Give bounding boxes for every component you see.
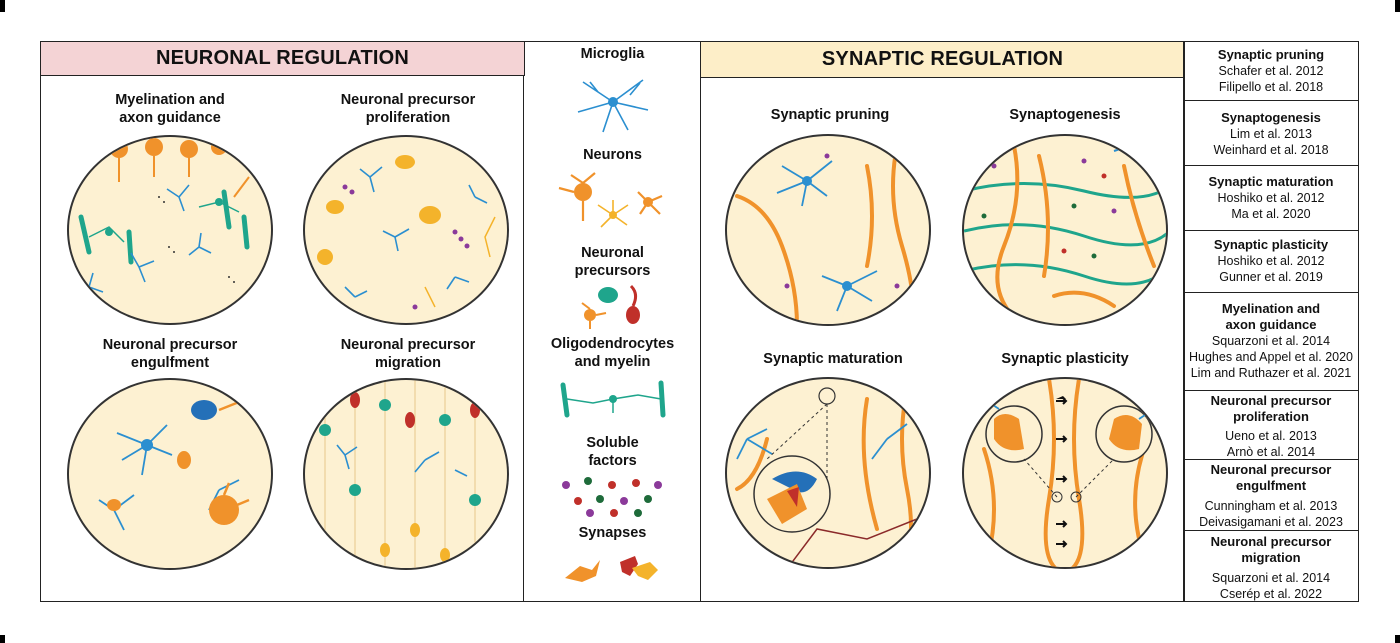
synaptic-maturation-illustration	[735, 387, 918, 567]
myelination-illustration	[78, 138, 250, 293]
migration-illustration	[319, 380, 481, 568]
soluble-factors-icon	[562, 477, 662, 517]
ref-citation: Lim et al. 2013	[1230, 127, 1312, 141]
ref-citation: Deivasigamani et al. 2023	[1199, 515, 1343, 529]
corner-mark-bottom-left	[0, 635, 5, 643]
ref-citation: Cunningham et al. 2013	[1204, 499, 1338, 513]
myelination-circle	[67, 135, 273, 325]
corner-mark-bottom-right	[1395, 635, 1400, 643]
ref-box-myelination: Myelination and axon guidance Squarzoni …	[1183, 292, 1359, 391]
legend-title-soluble-factors: Soluble factors	[586, 435, 639, 469]
panel-title-synaptic-maturation: Synaptic maturation	[763, 351, 903, 367]
ref-citation: Schafer et al. 2012	[1218, 64, 1324, 78]
ref-title: Neuronal precursor	[1210, 534, 1332, 549]
ref-title: Neuronal precursor	[1210, 462, 1332, 477]
legend-section	[523, 41, 702, 602]
synaptogenesis-circle	[962, 134, 1168, 326]
panel-title-proliferation: Neuronal precursor proliferation	[340, 92, 476, 126]
synaptic-maturation-circle	[725, 377, 931, 569]
proliferation-circle	[303, 135, 509, 325]
legend-title-neurons: Neurons	[583, 147, 642, 163]
legend-title-oligodendrocytes: Oligodendrocytes and myelin	[550, 336, 675, 370]
ref-citation: Ueno et al. 2013	[1225, 429, 1317, 443]
synaptogenesis-illustration	[964, 144, 1166, 324]
engulfment-illustration	[98, 400, 250, 531]
ref-citation: Hoshiko et al. 2012	[1217, 254, 1325, 268]
oligodendrocytes-icon	[560, 380, 666, 418]
proliferation-illustration	[317, 155, 496, 310]
corner-mark-top-left	[0, 0, 5, 12]
synaptic-pruning-illustration	[735, 144, 916, 324]
ref-box-synaptic-pruning: Synaptic pruning Schafer et al. 2012 Fil…	[1183, 41, 1359, 101]
ref-title: proliferation	[1233, 409, 1309, 424]
ref-citation: Arnò et al. 2014	[1226, 445, 1316, 459]
ref-title: Neuronal precursor	[1210, 393, 1332, 408]
ref-citation: Hoshiko et al. 2012	[1217, 191, 1325, 205]
microglia-icon	[577, 79, 649, 133]
engulfment-circle	[67, 378, 273, 570]
panel-title-engulfment: Neuronal precursor engulfment	[102, 337, 238, 371]
ref-box-migration: Neuronal precursor migration Squarzoni e…	[1183, 530, 1359, 602]
ref-title: migration	[1241, 550, 1301, 565]
synaptic-plasticity-circle	[962, 377, 1168, 569]
synapses-icon	[565, 556, 658, 582]
neuronal-regulation-header: NEURONAL REGULATION	[40, 41, 525, 76]
migration-circle	[303, 378, 509, 570]
legend-title-synapses: Synapses	[578, 525, 647, 541]
ref-title: Synaptic maturation	[1208, 174, 1334, 189]
neurons-icon	[558, 172, 663, 228]
panel-title-synaptogenesis: Synaptogenesis	[1009, 107, 1121, 123]
neuronal-precursors-icon	[581, 284, 640, 329]
ref-citation: Gunner et al. 2019	[1219, 270, 1323, 284]
synaptic-plasticity-illustration	[982, 379, 1155, 567]
ref-box-proliferation: Neuronal precursor proliferation Ueno et…	[1183, 390, 1359, 460]
panel-title-migration: Neuronal precursor migration	[340, 337, 476, 371]
ref-box-engulfment: Neuronal precursor engulfment Cunningham…	[1183, 459, 1359, 531]
ref-citation: Lim and Ruthazer et al. 2021	[1190, 366, 1352, 380]
panel-title-synaptic-pruning: Synaptic pruning	[770, 107, 890, 123]
panel-title-synaptic-plasticity: Synaptic plasticity	[1001, 351, 1129, 367]
legend-title-microglia: Microglia	[580, 46, 645, 62]
ref-title: Synaptogenesis	[1221, 110, 1321, 125]
ref-citation: Hughes and Appel et al. 2020	[1188, 350, 1354, 364]
ref-citation: Ma et al. 2020	[1231, 207, 1311, 221]
ref-box-synaptogenesis: Synaptogenesis Lim et al. 2013 Weinhard …	[1183, 100, 1359, 166]
ref-box-synaptic-plasticity: Synaptic plasticity Hoshiko et al. 2012 …	[1183, 230, 1359, 293]
ref-citation: Squarzoni et al. 2014	[1211, 334, 1331, 348]
ref-citation: Filipello et al. 2018	[1218, 80, 1324, 94]
ref-box-synaptic-maturation: Synaptic maturation Hoshiko et al. 2012 …	[1183, 165, 1359, 231]
ref-title: Synaptic plasticity	[1213, 237, 1329, 252]
ref-citation: Weinhard et al. 2018	[1213, 143, 1329, 157]
ref-title: Myelination and	[1221, 301, 1321, 316]
ref-citation: Cserép et al. 2022	[1219, 587, 1323, 601]
synaptic-regulation-header: SYNAPTIC REGULATION	[700, 41, 1185, 78]
corner-mark-top-right	[1395, 0, 1400, 12]
legend-title-neuronal-precursors: Neuronal precursors	[574, 245, 651, 279]
panel-title-myelination: Myelination and axon guidance	[115, 92, 225, 126]
synaptic-pruning-circle	[725, 134, 931, 326]
ref-title: axon guidance	[1225, 317, 1317, 332]
ref-title: Synaptic pruning	[1217, 47, 1325, 62]
ref-title: engulfment	[1235, 478, 1307, 493]
ref-citation: Squarzoni et al. 2014	[1211, 571, 1331, 585]
